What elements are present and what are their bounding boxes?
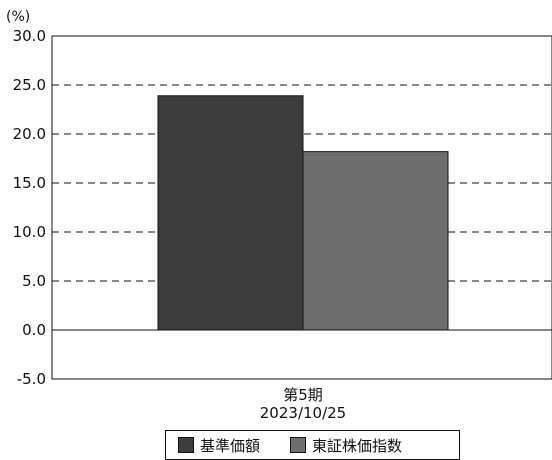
legend-item-nav: 基準価額 [178, 435, 260, 456]
bar-topix [302, 151, 449, 331]
category-label-period: 第5期 [283, 386, 323, 404]
y-tick-label: 10.0 [13, 223, 46, 241]
y-tick-label: -5.0 [17, 370, 46, 388]
legend-swatch-topix [290, 437, 307, 453]
y-tick-label: 30.0 [13, 27, 46, 45]
legend-label-topix: 東証株価指数 [312, 436, 403, 455]
y-tick-label: 15.0 [13, 174, 46, 192]
y-tick-labels: 30.0 25.0 20.0 15.0 10.0 5.0 0.0 -5.0 [13, 27, 46, 388]
y-tick-label: 5.0 [22, 272, 46, 290]
y-tick-label: 20.0 [13, 125, 46, 143]
legend-swatch-nav [178, 437, 194, 453]
bar-nav [157, 95, 304, 331]
category-label-date: 2023/10/25 [260, 404, 346, 422]
legend: 基準価額 東証株価指数 [165, 430, 460, 460]
plot-frame [51, 35, 552, 380]
y-axis-unit: (%) [6, 9, 30, 25]
legend-label-nav: 基準価額 [200, 436, 261, 455]
bars [157, 95, 449, 331]
y-tick-label: 25.0 [13, 76, 46, 94]
y-tick-label: 0.0 [22, 321, 46, 339]
legend-item-topix: 東証株価指数 [290, 435, 402, 456]
